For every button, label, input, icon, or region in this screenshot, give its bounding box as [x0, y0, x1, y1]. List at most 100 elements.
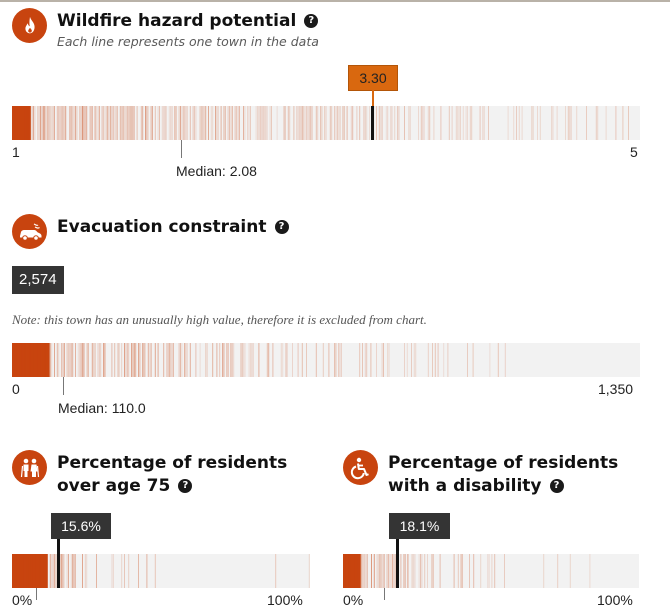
- wildfire-town-line: [54, 106, 55, 140]
- evacuation-town-line: [38, 343, 40, 377]
- evacuation-town-line: [79, 343, 81, 377]
- wildfire-town-line: [387, 106, 389, 140]
- wildfire-town-line: [576, 106, 578, 140]
- evacuation-town-line: [250, 343, 251, 377]
- wildfire-town-line: [70, 106, 72, 140]
- wildfire-title: Wildfire hazard potential?: [57, 10, 319, 33]
- evacuation-town-line: [206, 343, 208, 377]
- disability-town-line: [350, 554, 351, 588]
- wildfire-town-line: [136, 106, 138, 140]
- evacuation-town-line: [51, 343, 53, 377]
- evacuation-axis-max: 1,350: [598, 381, 634, 397]
- wildfire-town-line: [259, 106, 261, 140]
- wildfire-town-line: [181, 106, 183, 140]
- wildfire-town-line: [404, 106, 405, 140]
- wildfire-town-line: [285, 106, 286, 140]
- evacuation-town-line: [338, 343, 340, 377]
- wildfire-town-line: [37, 106, 39, 140]
- evacuation-town-line: [30, 343, 32, 377]
- wildfire-town-line: [16, 106, 18, 140]
- evacuation-town-line: [157, 343, 159, 377]
- evacuation-town-line: [14, 343, 16, 377]
- evacuation-town-line: [222, 343, 223, 377]
- wildfire-town-line: [62, 106, 64, 140]
- wildfire-town-line: [257, 106, 258, 140]
- age75-town-line: [16, 554, 18, 588]
- disability-town-line: [382, 554, 384, 588]
- wildfire-town-line: [310, 106, 312, 140]
- disability-help-icon[interactable]: ?: [549, 479, 564, 493]
- disability-strip-background: [343, 554, 639, 588]
- wildfire-town-line: [108, 106, 110, 140]
- disability-town-line: [543, 554, 545, 588]
- wildfire-town-line: [381, 106, 383, 140]
- disability-town-line: [359, 554, 361, 588]
- evacuation-town-line: [77, 343, 79, 377]
- disability-town-line: [365, 554, 367, 588]
- wildfire-town-line: [34, 106, 36, 140]
- evacuation-town-line: [205, 343, 207, 377]
- flame-icon: [12, 8, 47, 43]
- evacuation-town-line: [387, 343, 389, 377]
- top-border: [0, 0, 670, 2]
- wildfire-town-line: [303, 106, 305, 140]
- evacuation-town-line: [142, 343, 144, 377]
- wildfire-town-line: [570, 106, 572, 140]
- evacuation-town-line: [100, 343, 102, 377]
- wildfire-town-line: [174, 106, 176, 140]
- age75-town-line: [84, 554, 86, 588]
- wildfire-town-line: [195, 106, 197, 140]
- wildfire-town-line: [448, 106, 450, 140]
- wildfire-town-line: [75, 106, 76, 140]
- wildfire-town-line: [23, 106, 25, 140]
- wildfire-town-line: [409, 106, 411, 140]
- evacuation-town-line: [285, 343, 286, 377]
- evacuation-town-line: [91, 343, 93, 377]
- age75-help-icon[interactable]: ?: [178, 479, 193, 493]
- evacuation-town-line: [244, 343, 246, 377]
- disability-town-line: [354, 554, 356, 588]
- wildfire-town-line: [423, 106, 425, 140]
- evacuation-help-icon[interactable]: ?: [274, 220, 289, 234]
- wildfire-town-line: [418, 106, 419, 140]
- wildfire-town-line: [231, 106, 233, 140]
- wildfire-town-line: [422, 106, 424, 140]
- wildfire-town-line: [539, 106, 541, 140]
- wildfire-town-line: [91, 106, 93, 140]
- wildfire-callout-stem: [372, 90, 374, 106]
- wildfire-town-line: [338, 106, 340, 140]
- evacuation-town-line: [413, 343, 415, 377]
- wildfire-town-line: [105, 106, 107, 140]
- evacuation-town-line: [376, 343, 377, 377]
- wildfire-town-line: [420, 106, 422, 140]
- wildfire-town-line: [27, 106, 29, 140]
- wildfire-town-line: [331, 106, 333, 140]
- disability-town-line: [390, 554, 392, 588]
- evacuation-town-line: [54, 343, 55, 377]
- wildfire-town-line: [266, 106, 268, 140]
- evacuation-town-line: [56, 343, 58, 377]
- age75-town-line: [112, 554, 114, 588]
- age75-town-line: [61, 554, 62, 588]
- evacuation-town-line: [72, 343, 74, 377]
- evacuation-town-line: [219, 343, 221, 377]
- disability-town-line: [488, 554, 490, 588]
- wildfire-town-line: [276, 106, 278, 140]
- evacuation-town-line: [216, 343, 218, 377]
- wildfire-town-line: [258, 106, 260, 140]
- wildfire-town-line: [205, 106, 207, 140]
- evacuation-town-line: [21, 343, 23, 377]
- wildfire-town-line: [308, 106, 310, 140]
- wildfire-help-icon[interactable]: ?: [304, 14, 319, 28]
- disability-town-line: [352, 554, 354, 588]
- wildfire-town-line: [19, 106, 20, 140]
- wildfire-town-line: [129, 106, 131, 140]
- evacuation-town-line: [173, 343, 174, 377]
- evacuation-town-line: [128, 343, 130, 377]
- evacuation-town-line: [282, 343, 284, 377]
- evacuation-town-line: [489, 343, 491, 377]
- evacuation-town-line: [226, 343, 228, 377]
- evacuation-town-line: [12, 343, 13, 377]
- disability-title-line2: with a disability: [388, 476, 542, 496]
- wildfire-town-line: [103, 106, 104, 140]
